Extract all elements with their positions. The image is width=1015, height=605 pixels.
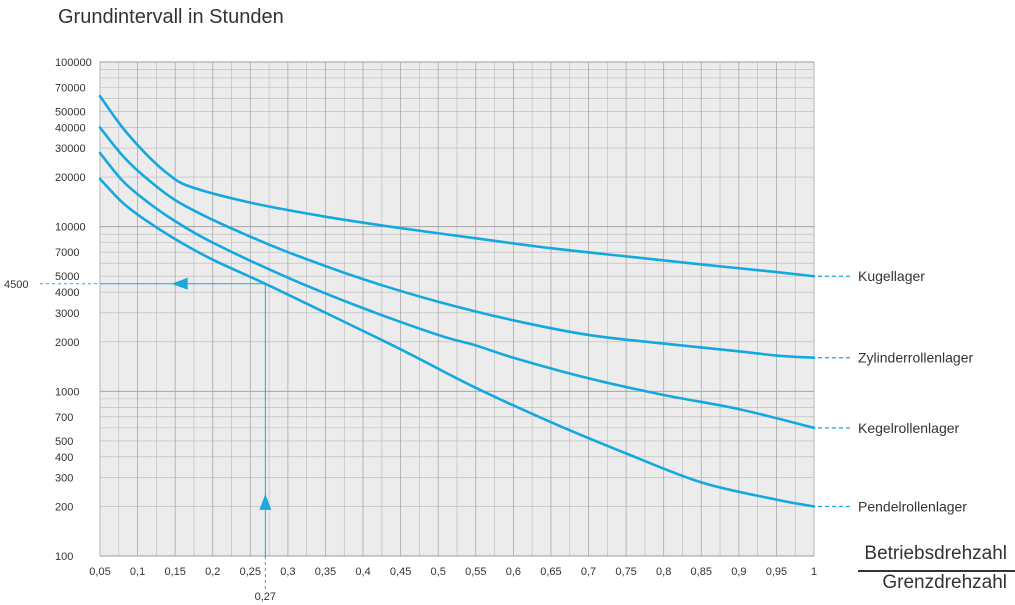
x-tick-label: 0,65 [540,566,561,578]
x-tick-label: 0,35 [315,566,336,578]
left-arrow-icon [171,277,188,290]
x-tick-label: 0,95 [766,566,787,578]
series-label: Kugellager [858,268,925,284]
x-tick-label: 0,1 [130,566,145,578]
y-tick-label: 200 [55,501,73,513]
x-tick-label: 0,2 [205,566,220,578]
chart-title: Grundintervall in Stunden [58,6,284,28]
y-tick-label: 700 [55,412,73,424]
x-tick-labels: 0,05 0,1 0,15 0,2 0,25 0,3 0,35 0,4 0,45 0,5 0,55 0… [89,566,817,578]
y-tick-label: 300 [55,472,73,484]
x-tick-label: 0,9 [731,566,746,578]
y-tick-label: 40000 [55,123,86,135]
x-tick-label: 0,6 [506,566,521,578]
y-tick-label: 2000 [55,337,79,349]
major-grid [99,61,815,557]
y-tick-label: 3000 [55,308,79,320]
series-line [98,177,816,508]
x-tick-label: 0,55 [465,566,486,578]
y-tick-label: 70000 [55,83,86,95]
x-axis-label-fraction-bar [858,570,1015,572]
series-line [98,126,816,360]
up-arrow-icon [259,493,272,510]
x-tick-label: 0,45 [390,566,411,578]
y-tick-label: 100000 [55,57,92,69]
series-label: Kegelrollenlager [858,420,960,436]
series-label: Zylinderrollenlager [858,350,974,366]
y-tick-label: 7000 [55,247,79,259]
x-tick-label: 0,25 [240,566,261,578]
x-tick-label: 0,5 [431,566,446,578]
x-tick-label: 0,8 [656,566,671,578]
y-tick-label: 1000 [55,386,79,398]
y-tick-label: 10000 [55,222,86,234]
x-tick-label: 0,4 [355,566,370,578]
x-tick-label: 0,85 [691,566,712,578]
y-tick-label: 5000 [55,271,79,283]
y-tick-label: 400 [55,452,73,464]
y-tick-label: 4000 [55,287,79,299]
series-labels: Kugellager Zylinderrollenlager Kegelrollen… [818,268,974,514]
reading-example: 0,27 4500 [4,277,276,603]
series-line [98,151,816,430]
x-tick-label: 0,7 [581,566,596,578]
y-tick-label: 500 [55,436,73,448]
y-tick-labels: 100000 70000 50000 40000 30000 20000 10000 7000… [55,57,92,563]
x-tick-label: 0,05 [89,566,110,578]
series-lines [98,94,816,508]
x-tick-label: 0,3 [280,566,295,578]
annotation-y-label: 4500 [4,279,28,291]
y-tick-label: 30000 [55,143,86,155]
series-line [98,94,816,278]
y-tick-label: 20000 [55,172,86,184]
x-axis-label-denominator: Grenzdrehzahl [882,572,1007,593]
x-axis-label-numerator: Betriebsdrehzahl [864,543,1007,564]
annotation-x-label: 0,27 [255,591,276,603]
minor-grid [100,62,814,556]
series-label: Pendelrollenlager [858,498,967,514]
x-tick-label: 1 [811,566,817,578]
x-tick-label: 0,15 [164,566,185,578]
x-tick-label: 0,75 [615,566,636,578]
y-tick-label: 50000 [55,107,86,119]
y-tick-label: 100 [55,551,73,563]
